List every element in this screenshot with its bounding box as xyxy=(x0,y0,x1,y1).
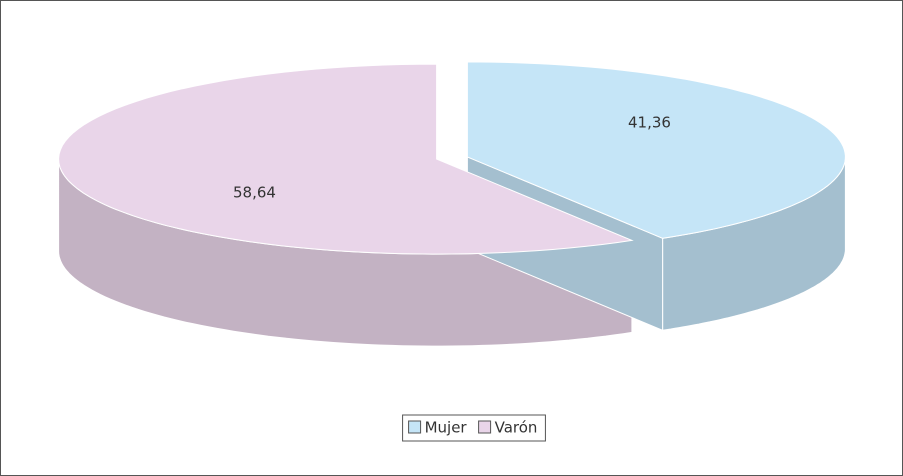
legend-label: Mujer xyxy=(425,419,468,437)
slice xyxy=(58,63,634,255)
data-label: 58,64 xyxy=(233,184,276,202)
legend-swatch xyxy=(408,420,422,434)
slice xyxy=(466,61,846,239)
legend-box xyxy=(402,414,546,442)
legend-label: Varón xyxy=(495,419,538,437)
legend-swatch xyxy=(478,420,492,434)
data-label: 41,36 xyxy=(628,113,671,131)
